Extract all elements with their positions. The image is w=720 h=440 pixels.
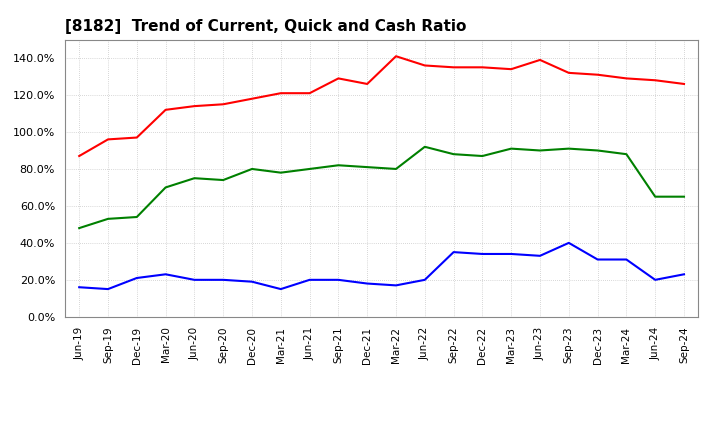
Cash Ratio <box>478 251 487 257</box>
Cash Ratio <box>622 257 631 262</box>
Current Ratio <box>248 96 256 101</box>
Current Ratio <box>507 66 516 72</box>
Current Ratio <box>190 103 199 109</box>
Current Ratio <box>276 91 285 96</box>
Current Ratio <box>651 77 660 83</box>
Cash Ratio <box>593 257 602 262</box>
Cash Ratio <box>190 277 199 282</box>
Quick Ratio <box>564 146 573 151</box>
Current Ratio <box>305 91 314 96</box>
Line: Quick Ratio: Quick Ratio <box>79 147 684 228</box>
Line: Cash Ratio: Cash Ratio <box>79 243 684 289</box>
Quick Ratio <box>132 214 141 220</box>
Quick Ratio <box>507 146 516 151</box>
Current Ratio <box>392 54 400 59</box>
Cash Ratio <box>104 286 112 292</box>
Quick Ratio <box>305 166 314 172</box>
Cash Ratio <box>651 277 660 282</box>
Current Ratio <box>622 76 631 81</box>
Current Ratio <box>536 57 544 62</box>
Current Ratio <box>478 65 487 70</box>
Quick Ratio <box>363 165 372 170</box>
Quick Ratio <box>622 151 631 157</box>
Current Ratio <box>104 137 112 142</box>
Cash Ratio <box>507 251 516 257</box>
Current Ratio <box>161 107 170 113</box>
Current Ratio <box>334 76 343 81</box>
Quick Ratio <box>593 148 602 153</box>
Cash Ratio <box>305 277 314 282</box>
Quick Ratio <box>651 194 660 199</box>
Quick Ratio <box>75 225 84 231</box>
Quick Ratio <box>449 151 458 157</box>
Cash Ratio <box>564 240 573 246</box>
Cash Ratio <box>248 279 256 284</box>
Current Ratio <box>219 102 228 107</box>
Current Ratio <box>132 135 141 140</box>
Cash Ratio <box>449 249 458 255</box>
Cash Ratio <box>132 275 141 281</box>
Quick Ratio <box>190 176 199 181</box>
Quick Ratio <box>680 194 688 199</box>
Cash Ratio <box>276 286 285 292</box>
Cash Ratio <box>75 285 84 290</box>
Quick Ratio <box>219 177 228 183</box>
Cash Ratio <box>536 253 544 258</box>
Current Ratio <box>75 154 84 159</box>
Current Ratio <box>680 81 688 87</box>
Text: [8182]  Trend of Current, Quick and Cash Ratio: [8182] Trend of Current, Quick and Cash … <box>65 19 466 34</box>
Quick Ratio <box>104 216 112 221</box>
Quick Ratio <box>248 166 256 172</box>
Current Ratio <box>593 72 602 77</box>
Cash Ratio <box>392 283 400 288</box>
Quick Ratio <box>334 163 343 168</box>
Current Ratio <box>363 81 372 87</box>
Cash Ratio <box>161 271 170 277</box>
Current Ratio <box>420 63 429 68</box>
Quick Ratio <box>536 148 544 153</box>
Quick Ratio <box>478 154 487 159</box>
Cash Ratio <box>219 277 228 282</box>
Quick Ratio <box>420 144 429 150</box>
Quick Ratio <box>161 185 170 190</box>
Current Ratio <box>449 65 458 70</box>
Quick Ratio <box>276 170 285 175</box>
Line: Current Ratio: Current Ratio <box>79 56 684 156</box>
Cash Ratio <box>363 281 372 286</box>
Quick Ratio <box>392 166 400 172</box>
Current Ratio <box>564 70 573 76</box>
Cash Ratio <box>334 277 343 282</box>
Cash Ratio <box>420 277 429 282</box>
Cash Ratio <box>680 271 688 277</box>
